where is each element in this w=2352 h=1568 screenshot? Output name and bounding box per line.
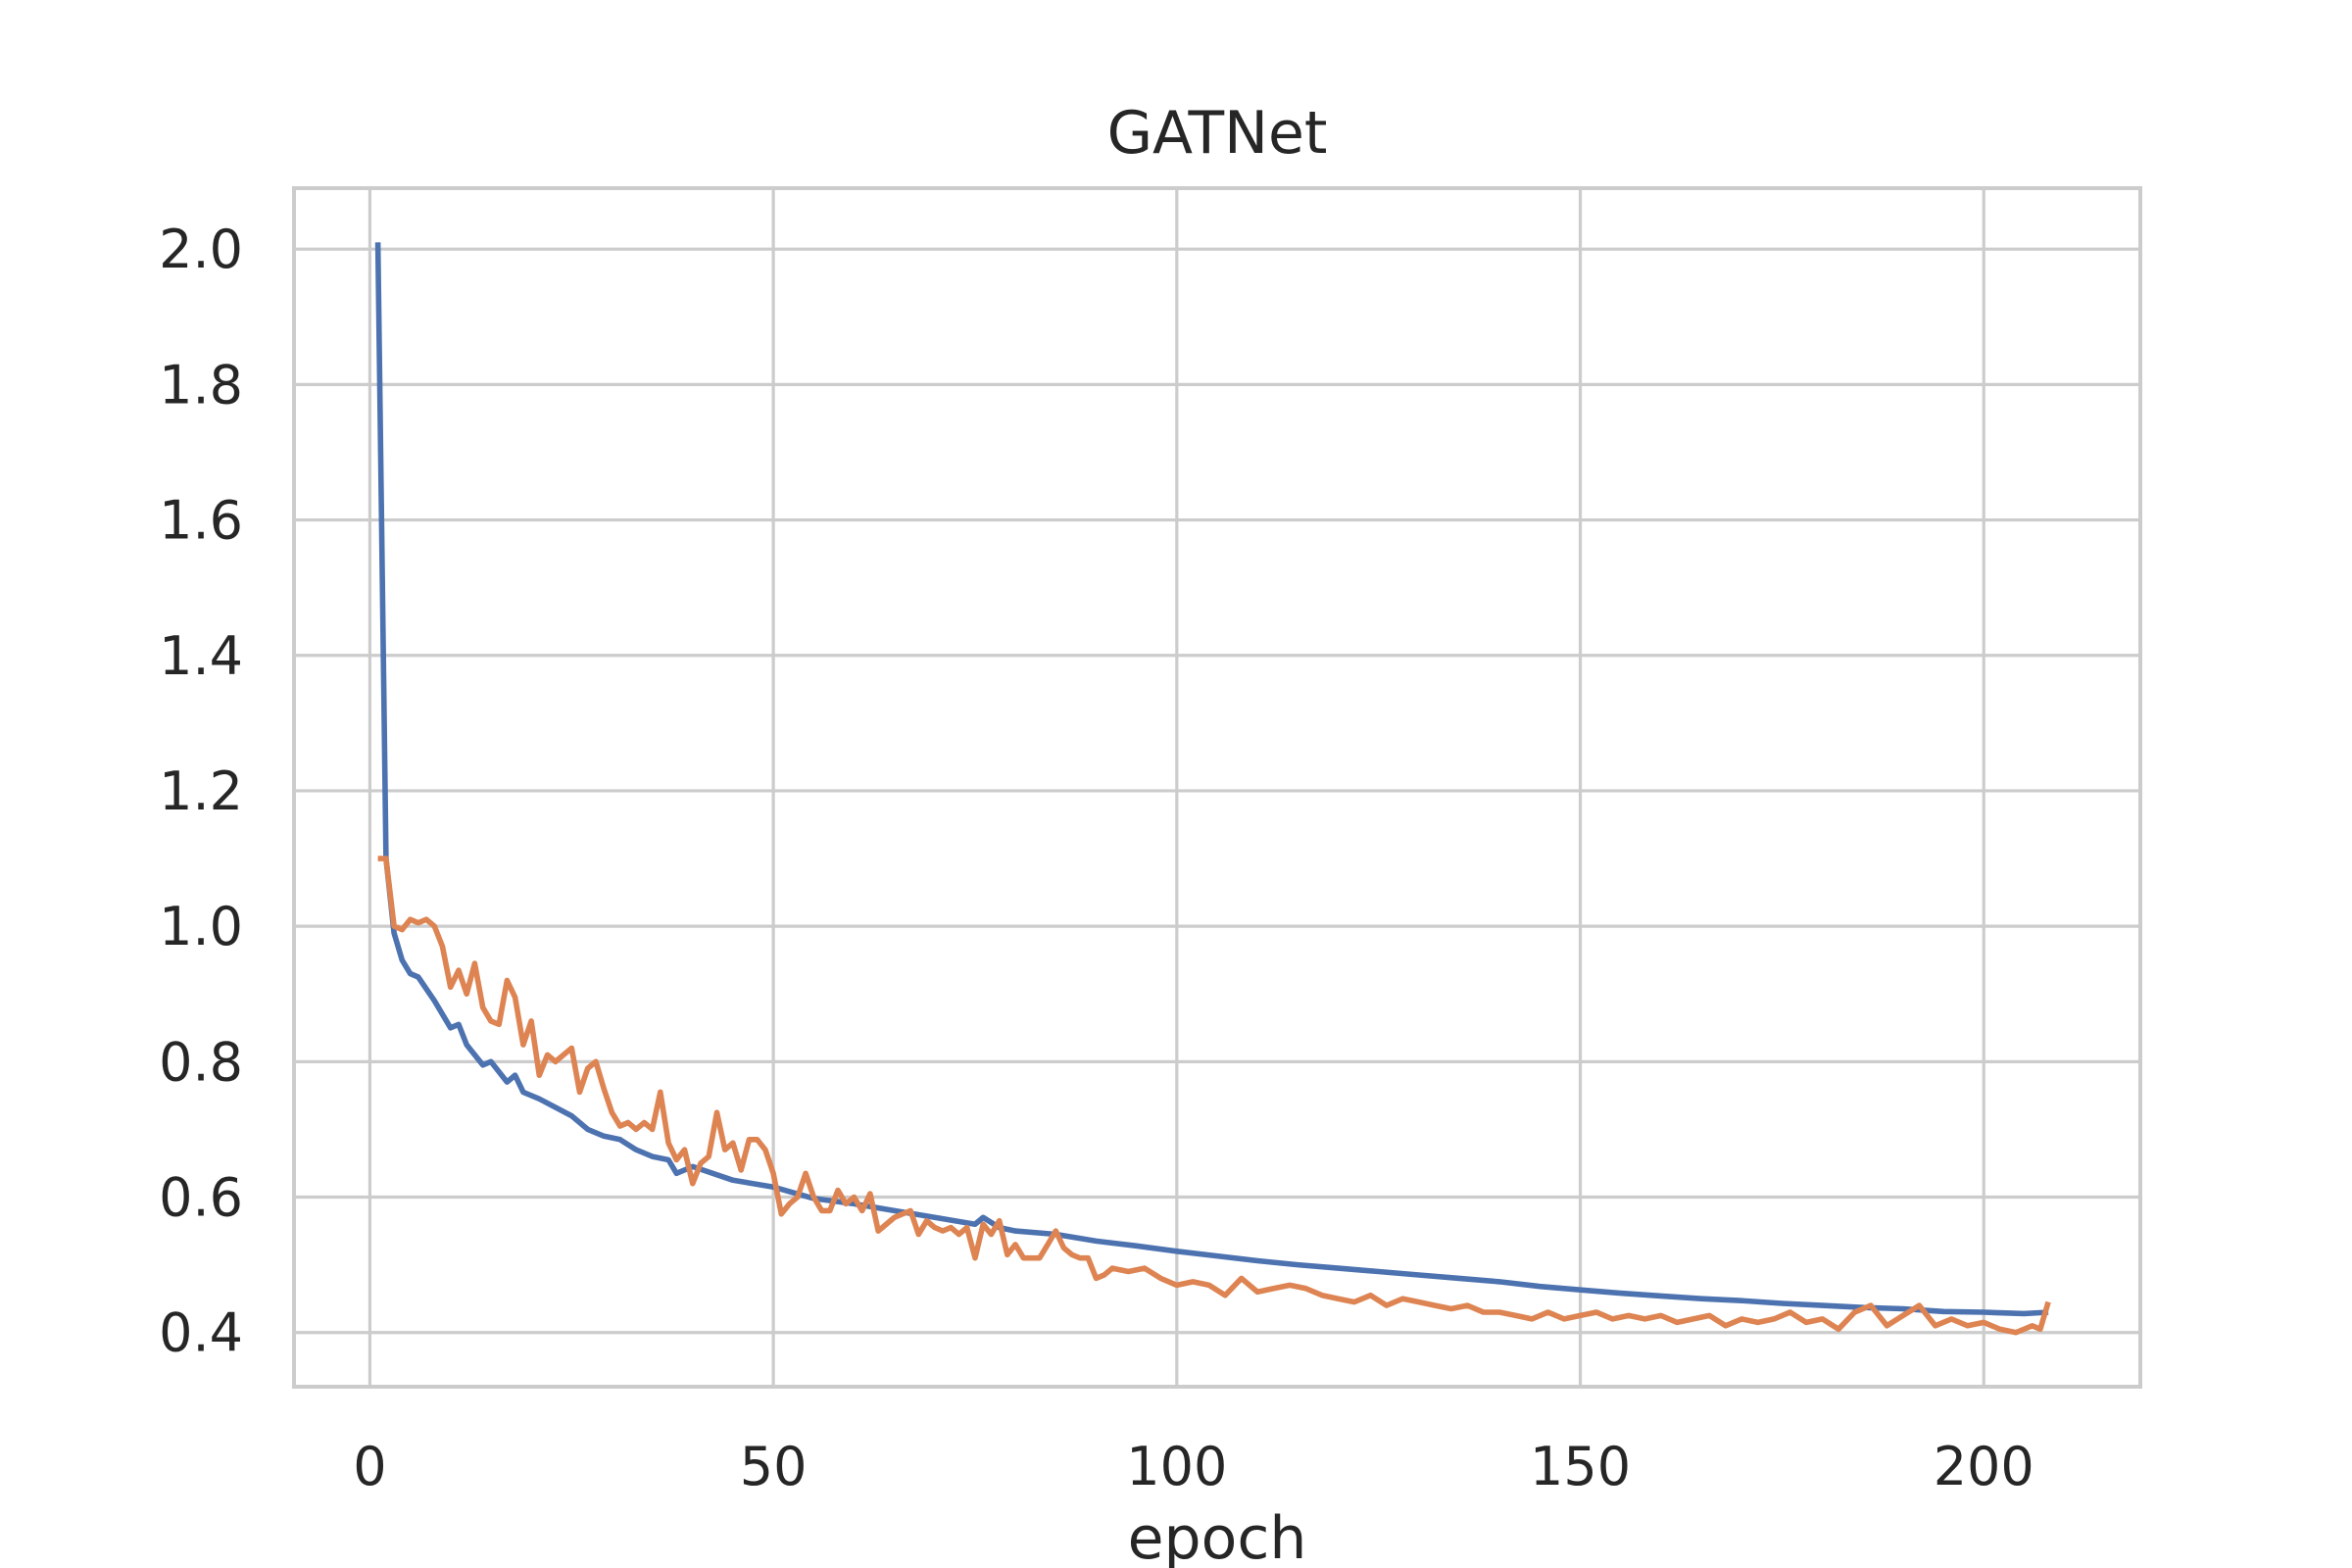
x-tick-label: 100 (1126, 1436, 1227, 1497)
y-tick-label: 1.0 (159, 896, 243, 957)
series-line-2 (377, 856, 2051, 1336)
y-axis: 0.4 0.6 0.8 1.0 1.2 1.4 1.6 1.8 2.0 (159, 219, 243, 1364)
chart-title: GATNet (1107, 99, 1328, 168)
y-tick-label: 0.8 (159, 1031, 243, 1093)
y-tick-label: 1.2 (159, 760, 243, 822)
y-tick-label: 1.8 (159, 354, 243, 416)
y-tick-label: 1.6 (159, 490, 243, 552)
y-tick-label: 2.0 (159, 219, 243, 280)
grid (294, 188, 2140, 1387)
y-tick-label: 0.4 (159, 1302, 243, 1364)
x-tick-label: 50 (740, 1436, 808, 1497)
x-tick-label: 0 (353, 1436, 386, 1497)
y-tick-label: 1.4 (159, 625, 243, 687)
x-axis: 0 50 100 150 200 (353, 1436, 2034, 1497)
y-tick-label: 0.6 (159, 1167, 243, 1229)
plot-area (374, 242, 2051, 1336)
plot-frame (292, 186, 2142, 1389)
x-axis-label: epoch (1128, 1504, 1307, 1568)
x-tick-label: 200 (1934, 1436, 2034, 1497)
series-line-1 (374, 242, 2049, 1317)
x-tick-label: 150 (1530, 1436, 1631, 1497)
